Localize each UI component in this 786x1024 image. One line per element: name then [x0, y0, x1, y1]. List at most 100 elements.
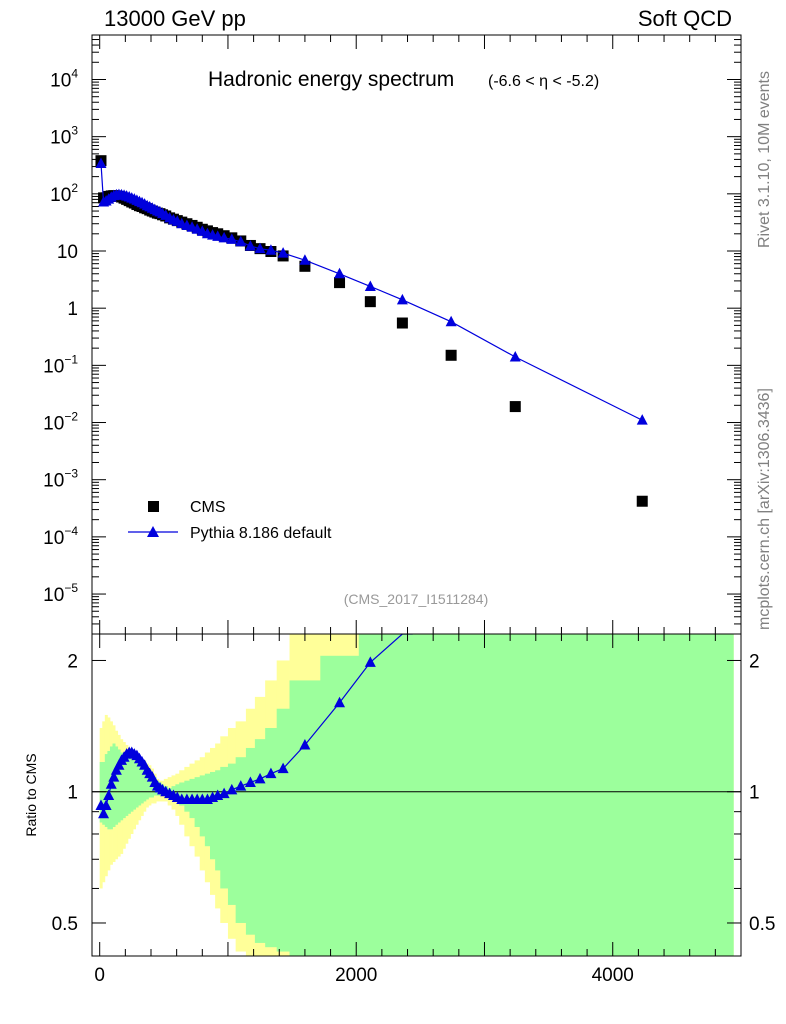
stat-uncertainty-band	[125, 755, 129, 816]
ratio-y-tick-label-right: 2	[749, 651, 760, 672]
main-y-tick-exponent: −1	[64, 352, 78, 366]
cms-data-point	[636, 495, 648, 507]
ratio-data-point	[364, 656, 376, 667]
x-tick-label: 0	[94, 965, 105, 986]
main-y-tick-label: 1	[67, 299, 78, 320]
ratio-y-axis-label: Ratio to CMS	[23, 753, 39, 836]
ratio-data-point	[98, 807, 110, 819]
stat-uncertainty-band	[551, 634, 734, 956]
ratio-data-point	[100, 799, 112, 810]
x-tick-label: 2000	[335, 965, 377, 986]
stat-uncertainty-band	[358, 634, 383, 956]
stat-uncertainty-band	[133, 760, 137, 810]
cms-data-point	[509, 401, 521, 413]
x-tick-labels: 0 2000 4000	[94, 965, 633, 986]
stat-uncertainty-band	[227, 763, 237, 905]
main-y-tick-exponent: 4	[71, 66, 78, 80]
stat-uncertainty-band	[199, 775, 206, 837]
pythia-data-point	[396, 293, 408, 305]
ratio-data-point	[105, 778, 117, 789]
stat-uncertainty-band	[148, 770, 152, 798]
legend-label-pythia: Pythia 8.186 default	[190, 525, 332, 542]
pythia-data-point	[445, 315, 457, 327]
main-panel: Hadronic energy spectrum (-6.6 < η < -5.…	[43, 34, 742, 635]
stat-uncertainty-band	[138, 763, 142, 806]
analysis-id-watermark: (CMS_2017_I1511284)	[344, 591, 489, 607]
ratio-series-group	[95, 634, 413, 819]
chart-title-eta-range: (-6.6 < η < -5.2)	[488, 73, 599, 90]
legend-label-cms: CMS	[190, 499, 226, 516]
ratio-data-point	[244, 776, 256, 787]
ratio-data-point	[108, 771, 120, 782]
x-tick-label: 4000	[592, 965, 634, 986]
legend: CMS Pythia 8.186 default	[128, 499, 332, 542]
ratio-data-point	[218, 787, 230, 799]
stat-uncertainty-band	[381, 634, 424, 956]
stat-uncertainty-band	[104, 754, 108, 828]
stat-uncertainty-band	[127, 757, 131, 814]
ratio-data-point	[226, 783, 238, 795]
pythia-data-point	[277, 247, 289, 258]
legend-marker-pythia	[147, 526, 159, 537]
pythia-data-point	[212, 230, 224, 241]
ratio-plot-frame	[91, 633, 742, 957]
main-y-tick-label: 10−3	[43, 467, 78, 492]
pythia-data-point	[254, 242, 266, 254]
cms-data-point	[334, 277, 346, 289]
main-series	[95, 155, 648, 507]
pythia-line	[100, 163, 643, 421]
main-y-tick-label: 10−4	[43, 524, 78, 549]
chart-title: Hadronic energy spectrum	[208, 68, 454, 91]
main-axis-ticks	[92, 34, 742, 635]
pythia-data-point	[218, 231, 230, 243]
main-y-tick-exponent: −4	[64, 524, 78, 538]
ratio-data-point	[235, 780, 247, 791]
cms-data-point	[364, 296, 376, 308]
main-y-tick-exponent: 3	[71, 124, 78, 138]
stat-uncertainty-band	[215, 770, 221, 871]
stat-uncertainty-band	[245, 747, 256, 935]
pythia-data-point	[509, 350, 521, 362]
category-label: Soft QCD	[637, 6, 732, 31]
stat-uncertainty-band	[143, 766, 147, 802]
ratio-series	[95, 634, 413, 819]
pythia-data-point	[364, 280, 376, 291]
pythia-data-point	[235, 235, 247, 247]
stat-uncertainty-band	[130, 758, 134, 812]
stat-uncertainty-band	[479, 634, 552, 956]
cms-data-point	[445, 349, 457, 361]
stat-uncertainty-band	[210, 771, 216, 860]
main-y-tick-label: 104	[50, 66, 78, 91]
ratio-y-tick-label-left: 0.5	[52, 914, 78, 935]
stat-uncertainty-band	[220, 766, 229, 889]
ratio-data-point	[254, 772, 266, 784]
cms-data-point	[396, 317, 408, 329]
stat-uncertainty-band	[289, 680, 321, 956]
ratio-data-point	[277, 762, 289, 774]
legend-marker-cms	[148, 501, 159, 512]
ratio-uncertainty-bands	[99, 634, 734, 956]
stat-uncertainty-band	[254, 739, 266, 943]
main-y-tick-label: 10−2	[43, 410, 78, 435]
ratio-data-point	[334, 696, 346, 708]
stat-uncertainty-band	[115, 746, 119, 825]
main-y-tick-exponent: −3	[64, 467, 78, 481]
main-y-tick-label: 102	[50, 181, 78, 206]
ratio-data-point	[103, 789, 115, 801]
pythia-data-point	[265, 244, 277, 255]
stat-uncertainty-band	[102, 761, 106, 825]
ratio-data-point	[265, 767, 277, 779]
main-y-tick-label: 10	[57, 242, 78, 263]
main-y-tick-label: 103	[50, 124, 78, 149]
stat-uncertainty-band	[204, 773, 211, 847]
ratio-y-tick-label-right: 0.5	[749, 914, 775, 935]
main-plot-frame	[91, 34, 742, 635]
stat-uncertainty-band	[122, 754, 126, 819]
ratio-y-tick-label-left: 1	[67, 783, 78, 804]
stat-uncertainty-band	[140, 765, 144, 804]
ratio-y-tick-label-right: 1	[749, 783, 760, 804]
main-y-tick-exponent: −2	[64, 410, 78, 424]
stat-uncertainty-band	[265, 728, 278, 948]
